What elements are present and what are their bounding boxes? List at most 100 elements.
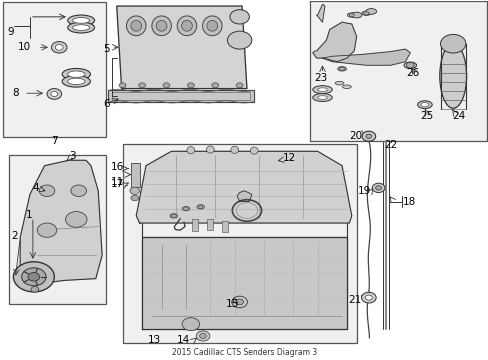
Bar: [122, 144, 356, 343]
Ellipse shape: [68, 22, 94, 33]
Ellipse shape: [206, 146, 214, 153]
Circle shape: [47, 89, 61, 99]
Ellipse shape: [312, 86, 331, 94]
Ellipse shape: [169, 214, 177, 218]
Circle shape: [365, 134, 371, 138]
Circle shape: [211, 83, 218, 88]
Text: 10: 10: [18, 42, 31, 52]
Polygon shape: [117, 6, 246, 89]
Circle shape: [196, 331, 209, 341]
Ellipse shape: [334, 81, 343, 85]
Circle shape: [171, 214, 176, 218]
Ellipse shape: [365, 9, 376, 14]
Polygon shape: [312, 22, 356, 62]
Text: 4: 4: [32, 183, 39, 193]
Bar: [310, 1, 487, 140]
Ellipse shape: [182, 207, 189, 211]
Text: 3: 3: [69, 150, 76, 161]
Circle shape: [339, 67, 344, 71]
Ellipse shape: [337, 67, 346, 71]
Ellipse shape: [230, 146, 238, 153]
Ellipse shape: [417, 101, 431, 109]
Circle shape: [363, 12, 368, 15]
Text: 17: 17: [111, 179, 124, 189]
Circle shape: [39, 185, 55, 197]
Ellipse shape: [350, 12, 361, 18]
Ellipse shape: [186, 147, 194, 154]
Circle shape: [182, 318, 199, 330]
Ellipse shape: [206, 21, 217, 31]
Text: 15: 15: [225, 300, 239, 310]
Ellipse shape: [62, 76, 90, 87]
Text: 12: 12: [282, 153, 295, 163]
Circle shape: [361, 292, 375, 303]
Ellipse shape: [317, 88, 327, 91]
Circle shape: [236, 83, 243, 88]
Text: 6: 6: [103, 99, 110, 109]
Ellipse shape: [342, 85, 350, 89]
Ellipse shape: [152, 16, 171, 36]
Text: 19: 19: [357, 186, 370, 196]
Polygon shape: [136, 151, 351, 223]
Ellipse shape: [420, 103, 428, 107]
Circle shape: [51, 41, 67, 53]
Bar: [191, 220, 197, 231]
Ellipse shape: [177, 16, 196, 36]
Ellipse shape: [202, 16, 222, 36]
Circle shape: [231, 296, 247, 308]
Circle shape: [163, 83, 169, 88]
Ellipse shape: [317, 96, 327, 99]
Circle shape: [37, 223, 57, 237]
Text: 9: 9: [7, 27, 14, 37]
Circle shape: [131, 195, 139, 201]
Circle shape: [71, 185, 86, 197]
Ellipse shape: [361, 11, 370, 15]
Circle shape: [365, 295, 371, 300]
Text: 11: 11: [110, 177, 123, 187]
Polygon shape: [108, 90, 254, 102]
Ellipse shape: [126, 16, 146, 36]
Circle shape: [371, 183, 384, 193]
Circle shape: [227, 31, 251, 49]
Bar: [9, 155, 105, 304]
Ellipse shape: [156, 21, 166, 31]
Ellipse shape: [131, 21, 142, 31]
Ellipse shape: [68, 15, 94, 26]
Text: 8: 8: [12, 88, 19, 98]
Circle shape: [199, 333, 206, 338]
Polygon shape: [237, 191, 251, 202]
Circle shape: [139, 83, 145, 88]
Circle shape: [21, 268, 46, 286]
Text: 2: 2: [11, 231, 18, 241]
Ellipse shape: [73, 18, 89, 23]
Circle shape: [361, 131, 375, 141]
Circle shape: [229, 10, 249, 24]
Bar: [222, 221, 227, 232]
Text: 16: 16: [111, 162, 124, 172]
Circle shape: [31, 287, 39, 292]
Ellipse shape: [73, 25, 89, 31]
Circle shape: [183, 207, 188, 211]
Text: 18: 18: [402, 197, 415, 207]
Ellipse shape: [181, 21, 192, 31]
Circle shape: [348, 13, 353, 17]
Text: 7: 7: [51, 136, 58, 146]
Circle shape: [187, 83, 194, 88]
Circle shape: [235, 299, 243, 305]
Text: 5: 5: [103, 44, 110, 54]
Text: 24: 24: [451, 111, 465, 121]
Text: 20: 20: [348, 131, 362, 141]
Text: 23: 23: [314, 73, 327, 83]
Ellipse shape: [439, 44, 466, 108]
Text: 14: 14: [176, 335, 189, 345]
Ellipse shape: [250, 147, 258, 154]
Ellipse shape: [196, 205, 204, 209]
Text: 22: 22: [384, 140, 397, 150]
Ellipse shape: [403, 62, 416, 68]
Ellipse shape: [312, 94, 331, 102]
Circle shape: [406, 62, 413, 68]
Ellipse shape: [346, 13, 355, 17]
Ellipse shape: [67, 78, 85, 85]
Ellipse shape: [67, 71, 85, 77]
Text: 21: 21: [347, 295, 361, 305]
